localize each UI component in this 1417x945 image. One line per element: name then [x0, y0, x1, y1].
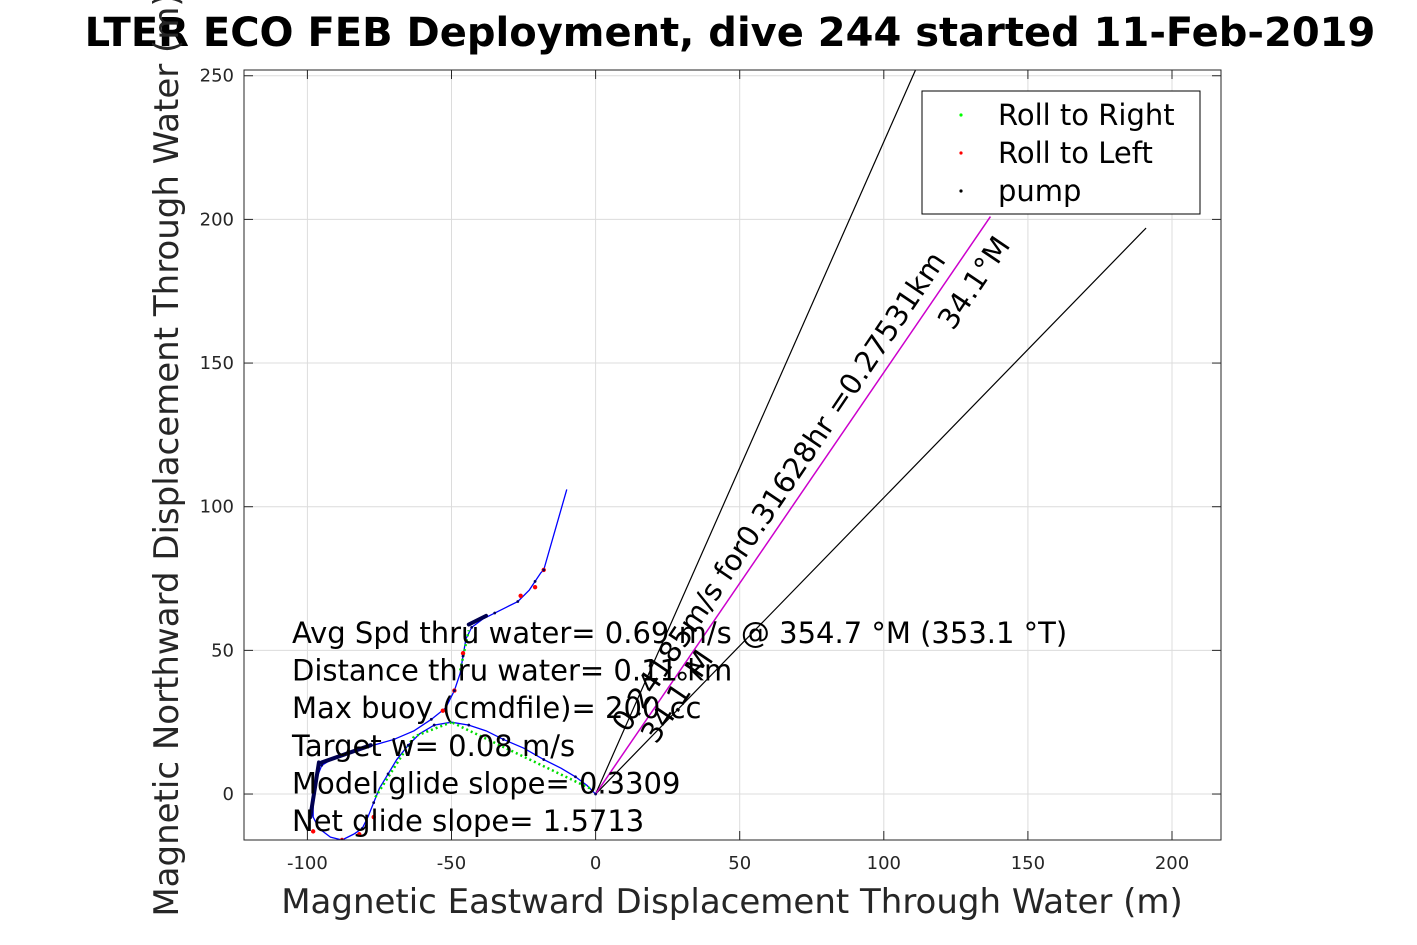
bounding-line [595, 227, 1147, 795]
track-point [501, 738, 505, 741]
roll-left-point [310, 829, 316, 834]
rotated-label: 0.24185m/s for0.31628hr =0.27531km [605, 245, 952, 737]
roll-left-point [518, 593, 523, 598]
track-point [360, 827, 364, 830]
x-tick-label: 50 [728, 853, 751, 874]
x-tick-label: -100 [287, 853, 328, 874]
x-tick-label: 200 [1155, 853, 1189, 874]
annotation-line: Distance thru water= 0.11 km [292, 654, 732, 688]
y-axis-label: Magnetic Northward Displacement Through … [147, 0, 187, 917]
legend-marker [959, 189, 963, 193]
rotated-label: 34.1°M [931, 230, 1017, 335]
track-point [372, 801, 376, 805]
legend-box [921, 90, 1201, 215]
track-point [352, 749, 355, 753]
track-point [432, 723, 436, 727]
y-tick-label: 50 [211, 640, 234, 661]
track-point [470, 625, 474, 629]
annotation-block: Avg Spd thru water= 0.69 m/s @ 354.7 °M … [291, 616, 1067, 838]
roll-left-point [532, 584, 538, 590]
track-point [542, 568, 546, 572]
annotation-line: Net glide slope= 1.5713 [292, 804, 644, 838]
annotation-line: Model glide slope= 0.3309 [292, 766, 680, 800]
track-point [467, 723, 471, 727]
y-tick-label: 200 [200, 209, 234, 230]
pump-segment [308, 760, 321, 820]
plot-markers [310, 567, 598, 840]
y-tick-label: 0 [223, 784, 234, 805]
legend-label: Roll to Right [998, 98, 1175, 132]
track-point [320, 763, 324, 767]
y-tick-label: 150 [200, 353, 234, 374]
x-tick-label: 150 [1011, 853, 1045, 874]
x-axis-label: Magnetic Eastward Displacement Through W… [281, 882, 1183, 922]
annotation-line: Target w= 0.08 m/s [291, 729, 575, 763]
x-tick-label: 0 [590, 853, 601, 874]
track-point [429, 717, 433, 721]
pump-segment [466, 613, 489, 627]
track-point [493, 611, 497, 615]
track-point [406, 743, 410, 747]
axis-ticks: -100 -50 0 50 100 150 200 0 50 100 150 200 250 [200, 66, 1221, 874]
axes-box [243, 69, 1222, 841]
track-point [452, 689, 456, 692]
legend-marker [959, 113, 963, 117]
legend: Roll to Right Roll to Left pump [921, 90, 1201, 215]
track-point [516, 600, 520, 603]
legend-marker [959, 151, 963, 155]
roll-left-point [440, 708, 446, 713]
annotation-line: Max buoy (cmdfile)= 200 cc [292, 691, 701, 725]
track-point [542, 758, 546, 761]
roll-left-point [460, 651, 466, 656]
roll-right-segment [413, 721, 452, 738]
track-point [386, 772, 390, 776]
plot-lines [308, 70, 1147, 840]
heading-line [594, 216, 992, 795]
chart-title: LTER ECO FEB Deployment, dive 244 starte… [85, 10, 1376, 56]
track-point [594, 792, 598, 796]
track-point [533, 580, 537, 583]
track-point [317, 827, 321, 830]
roll-right-segment [450, 721, 591, 790]
legend-label: Roll to Left [998, 136, 1153, 170]
legend-label: pump [998, 174, 1081, 208]
roll-right-segment [458, 629, 471, 671]
roll-left-point [357, 832, 362, 837]
track-point [574, 775, 577, 779]
track-point [461, 654, 465, 658]
y-tick-label: 100 [200, 497, 234, 518]
bounding-line [595, 70, 917, 795]
track-point [311, 798, 315, 802]
pump-segment [319, 743, 373, 765]
y-tick-label: 250 [200, 66, 234, 87]
track-point [392, 738, 396, 741]
annotation-line: Avg Spd thru water= 0.69 m/s @ 354.7 °M … [292, 616, 1067, 650]
x-tick-label: 100 [867, 853, 901, 874]
x-tick-label: -50 [437, 853, 466, 874]
roll-left-point [371, 814, 376, 820]
